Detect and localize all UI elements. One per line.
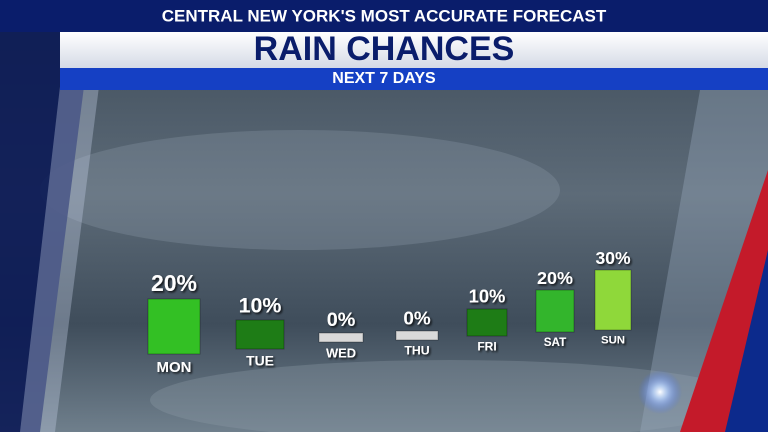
value-label: 0% bbox=[327, 309, 356, 331]
frame-left bbox=[20, 0, 110, 432]
value-label: 20% bbox=[537, 268, 573, 288]
value-label: 20% bbox=[151, 270, 197, 296]
bar bbox=[147, 298, 201, 355]
header-bar bbox=[0, 0, 768, 32]
frame-left bbox=[0, 0, 95, 432]
bar bbox=[395, 330, 439, 341]
chart-subtitle: NEXT 7 DAYS bbox=[332, 70, 436, 87]
x-tick-label: SAT bbox=[544, 336, 567, 349]
bar bbox=[466, 308, 508, 337]
subtitle-bar bbox=[60, 68, 768, 90]
value-label: 10% bbox=[469, 286, 506, 307]
header: CENTRAL NEW YORK'S MOST ACCURATE FORECAS… bbox=[162, 6, 607, 25]
cloud bbox=[150, 360, 750, 432]
x-tick-label: WED bbox=[326, 345, 356, 360]
bar bbox=[535, 289, 575, 333]
stripe-blue bbox=[725, 250, 768, 432]
x-tick-label: TUE bbox=[246, 353, 274, 369]
cloud bbox=[40, 130, 560, 250]
lens-flare bbox=[638, 370, 682, 414]
x-tick-label: FRI bbox=[477, 339, 496, 353]
x-tick-label: SUN bbox=[601, 335, 625, 347]
bar bbox=[594, 269, 632, 331]
x-tick-label: THU bbox=[404, 344, 429, 358]
value-label: 10% bbox=[239, 294, 282, 318]
value-label: 30% bbox=[596, 248, 631, 268]
x-tick-label: MON bbox=[157, 359, 192, 376]
title-bar bbox=[60, 32, 768, 68]
value-label: 0% bbox=[403, 308, 430, 329]
bar bbox=[235, 319, 285, 350]
bar bbox=[318, 332, 364, 343]
chart-title: RAIN CHANCES bbox=[254, 30, 515, 68]
